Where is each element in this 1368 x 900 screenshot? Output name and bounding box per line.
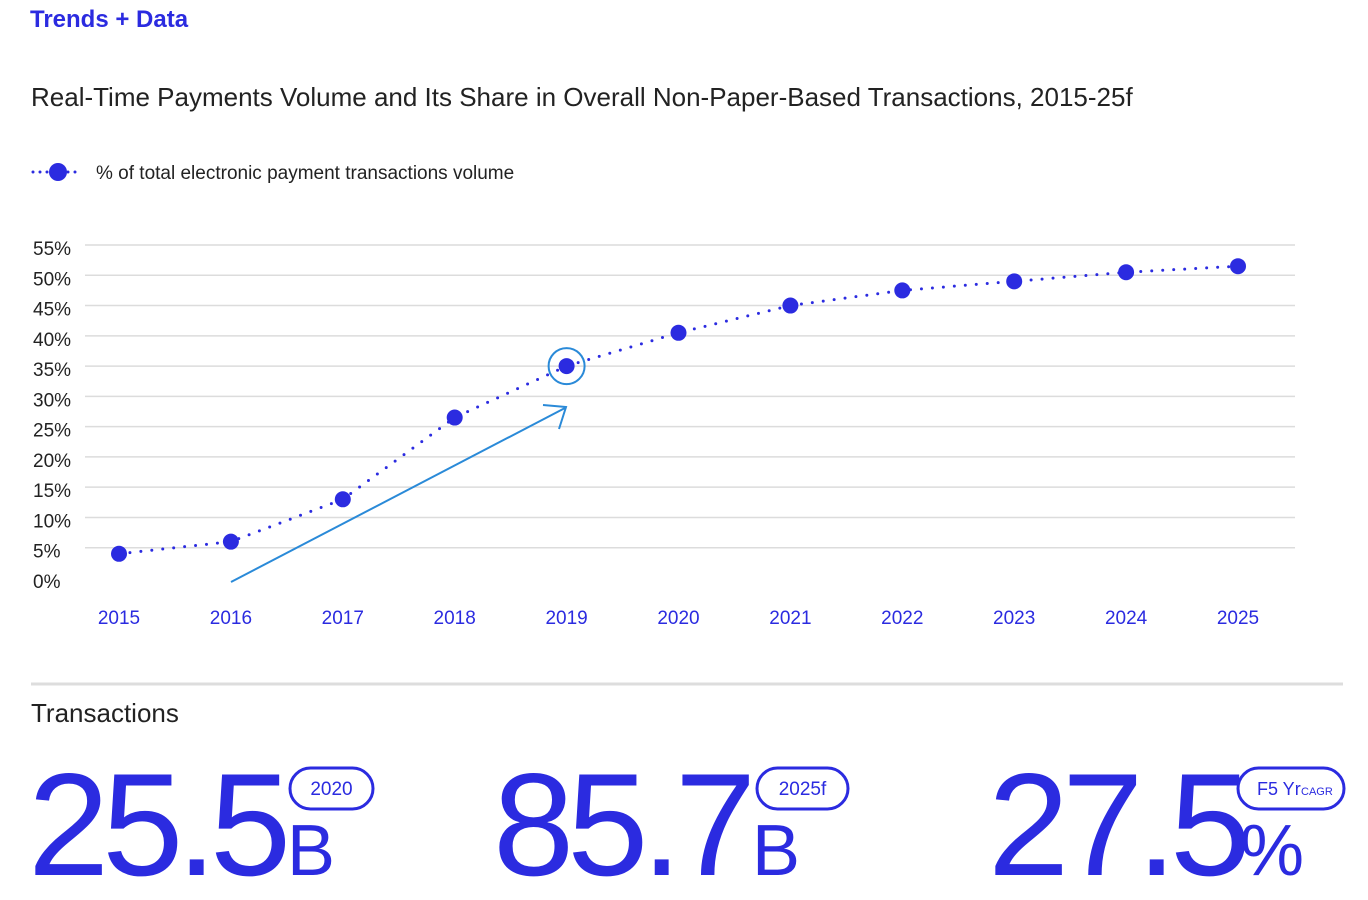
y-tick-label: 50%: [33, 269, 71, 290]
x-tick-label: 2021: [769, 608, 811, 629]
data-point: [111, 545, 127, 562]
trend-arrow: [230, 407, 566, 583]
y-tick-label: 25%: [33, 421, 71, 442]
legend-label: % of total electronic payment transactio…: [96, 163, 514, 184]
y-tick-label: 0%: [33, 572, 61, 593]
stat-tag: 2025f: [779, 779, 827, 800]
stats-title: Transactions: [31, 698, 179, 728]
stat-tag: F5 Yr: [1257, 779, 1301, 799]
y-tick-label: 20%: [33, 451, 71, 472]
data-point: [446, 409, 463, 426]
stat-unit: B: [752, 811, 800, 891]
y-tick-label: 10%: [33, 511, 71, 532]
stat-value: 85.7: [493, 743, 749, 900]
y-tick-label: 30%: [33, 390, 71, 411]
data-point: [222, 533, 239, 550]
data-point: [334, 491, 351, 508]
y-tick-label: 55%: [33, 239, 71, 260]
y-tick-label: 40%: [33, 330, 71, 351]
chart-title: Real-Time Payments Volume and Its Share …: [31, 82, 1133, 112]
series-line: [117, 264, 1240, 556]
stat-unit: B: [287, 811, 335, 891]
y-tick-label: 45%: [33, 300, 71, 321]
x-tick-label: 2018: [434, 608, 476, 629]
stat-tag-small: CAGR: [1301, 786, 1333, 798]
data-point: [1006, 273, 1023, 290]
x-tick-label: 2024: [1105, 608, 1148, 629]
stat-tag-pill: [1236, 766, 1346, 811]
data-point: [558, 358, 575, 375]
x-tick-label: 2016: [210, 608, 252, 629]
stat-value: 27.5: [988, 743, 1246, 900]
x-tick-label: 2020: [657, 608, 699, 629]
y-tick-label: 15%: [33, 481, 71, 502]
x-tick-label: 2015: [98, 608, 140, 629]
data-point: [1230, 258, 1246, 275]
data-point: [670, 324, 687, 341]
x-tick-label: 2022: [881, 608, 923, 629]
x-tick-label: 2017: [322, 608, 364, 629]
data-point: [1118, 264, 1135, 281]
trend-arrowhead: [542, 404, 568, 430]
stat-value: 25.5: [28, 743, 286, 900]
stat-unit: %: [1240, 811, 1304, 891]
stat-tag-pill: [288, 766, 375, 811]
x-tick-label: 2025: [1217, 608, 1259, 629]
y-tick-label: 35%: [33, 360, 71, 381]
highlight-ring: [547, 347, 586, 386]
data-point: [782, 297, 799, 314]
stat-tag: 2020: [310, 779, 352, 800]
legend-marker: [49, 163, 67, 181]
y-tick-label: 5%: [33, 542, 61, 563]
x-tick-label: 2019: [545, 608, 587, 629]
section-header: Trends + Data: [30, 6, 189, 33]
data-point: [894, 282, 911, 299]
x-tick-label: 2023: [993, 608, 1035, 629]
stat-tag-pill: [755, 766, 850, 811]
